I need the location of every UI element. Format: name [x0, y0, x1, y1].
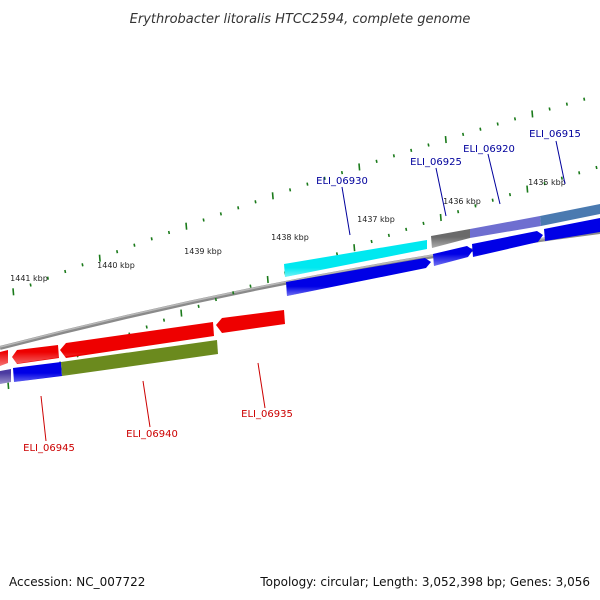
- gene-shade: [284, 240, 427, 277]
- kbp-label-1439: 1439 kbp: [184, 247, 222, 256]
- scale-tick-minor: [150, 237, 153, 241]
- gene-shade: [0, 310, 285, 366]
- gene-label-ELI_06920[interactable]: ELI_06920: [463, 144, 515, 155]
- kbp-label-1437: 1437 kbp: [357, 215, 395, 224]
- gene-label-ELI_06915[interactable]: ELI_06915: [529, 129, 581, 140]
- gene-label-ELI_06925[interactable]: ELI_06925: [410, 157, 462, 168]
- scale-tick-minor: [370, 239, 373, 244]
- scale-tick-minor: [422, 221, 425, 226]
- scale-tick-minor: [595, 165, 598, 170]
- scale-tick-minor: [81, 263, 84, 267]
- scale-tick-minor: [306, 182, 309, 186]
- minus-strand-inner-track: [0, 340, 218, 384]
- scale-tick-minor: [145, 325, 148, 329]
- gene-label-ELI_06945[interactable]: ELI_06945: [23, 443, 75, 454]
- scale-tick-major: [439, 213, 442, 222]
- kbp-label-1436: 1436 kbp: [443, 197, 481, 206]
- scale-tick-minor: [513, 117, 517, 121]
- scale-tick-minor: [392, 154, 395, 158]
- scale-tick-minor: [237, 206, 240, 210]
- scale-tick-major: [444, 136, 447, 144]
- scale-tick-minor: [410, 148, 413, 153]
- scale-tick-minor: [254, 200, 257, 204]
- scale-tick-minor: [387, 233, 390, 238]
- leader-ELI_06945: [40, 395, 47, 442]
- scale-tick-minor: [219, 212, 222, 216]
- leader-ELI_06920: [487, 153, 501, 205]
- topology-text: Topology: circular; Length: 3,052,398 bp…: [259, 575, 590, 589]
- gene-label-ELI_06940[interactable]: ELI_06940: [126, 429, 178, 440]
- scale-tick-major: [353, 244, 356, 252]
- scale-tick-minor: [214, 297, 217, 302]
- minus-strand-outer-track: [0, 310, 285, 366]
- scale-tick-minor: [548, 107, 551, 111]
- kbp-label-1440: 1440 kbp: [97, 261, 135, 270]
- scale-tick-major: [98, 254, 101, 262]
- scale-tick-major: [7, 381, 10, 390]
- gene-label-ELI_06935[interactable]: ELI_06935: [241, 409, 293, 420]
- kbp-label-1441: 1441 kbp: [10, 274, 48, 283]
- scale-ticks-outer: [12, 97, 586, 296]
- scale-tick-minor: [335, 252, 339, 256]
- scale-tick-minor: [289, 188, 292, 192]
- scale-tick-minor: [116, 250, 119, 254]
- plus-strand-inner-track: [286, 218, 600, 296]
- scale-tick-minor: [133, 243, 136, 247]
- scale-tick-minor: [496, 122, 499, 126]
- scale-tick-minor: [167, 230, 171, 235]
- scale-tick-minor: [29, 283, 32, 287]
- scale-tick-minor: [46, 276, 49, 280]
- scale-tick-minor: [162, 318, 166, 322]
- scale-tick-minor: [64, 269, 67, 274]
- scale-tick-minor: [427, 143, 430, 147]
- scale-tick-minor: [405, 227, 408, 232]
- scale-tick-minor: [375, 159, 378, 163]
- scale-tick-minor: [583, 97, 586, 101]
- scale-tick-minor: [232, 291, 235, 295]
- scale-tick-minor: [249, 284, 252, 288]
- scale-tick-minor: [560, 176, 563, 180]
- scale-tick-minor: [457, 210, 460, 214]
- plus-strand-outer-track: [284, 204, 600, 277]
- scale-tick-major: [12, 288, 15, 296]
- scale-tick-minor: [543, 181, 546, 186]
- scale-tick-major: [185, 222, 188, 230]
- gene-shade: [431, 204, 600, 248]
- scale-tick-major: [358, 163, 361, 171]
- scale-tick-major: [266, 275, 269, 284]
- scale-tick-minor: [474, 204, 477, 208]
- leader-ELI_06940: [142, 380, 151, 428]
- map-title: Erythrobacter litoralis HTCC2594, comple…: [130, 12, 471, 27]
- scale-tick-minor: [197, 304, 200, 308]
- scale-tick-minor: [479, 127, 482, 131]
- leader-ELI_06925: [435, 167, 447, 217]
- scale-tick-major: [180, 309, 183, 317]
- gene-shade: [0, 340, 218, 384]
- leader-ELI_06930: [341, 186, 351, 236]
- scale-tick-minor: [323, 176, 326, 180]
- scale-tick-minor: [462, 132, 465, 137]
- leader-ELI_06915: [555, 140, 566, 185]
- scale-tick-major: [531, 110, 534, 118]
- scale-tick-major: [271, 192, 274, 200]
- kbp-label-1438: 1438 kbp: [271, 233, 309, 242]
- kbp-label-1435: 1435 kbp: [528, 178, 566, 187]
- scale-tick-minor: [491, 198, 494, 202]
- gene-shade: [433, 218, 600, 266]
- gene-label-ELI_06930[interactable]: ELI_06930: [316, 176, 368, 187]
- scale-tick-minor: [202, 218, 205, 222]
- leader-ELI_06935: [257, 362, 266, 409]
- scale-tick-major: [526, 185, 529, 193]
- scale-tick-minor: [578, 171, 581, 175]
- scale-tick-minor: [340, 170, 344, 175]
- accession-text: Accession: NC_007722: [9, 575, 145, 589]
- gene-shade: [286, 258, 431, 296]
- scale-tick-minor: [565, 102, 568, 106]
- scale-tick-minor: [508, 192, 512, 197]
